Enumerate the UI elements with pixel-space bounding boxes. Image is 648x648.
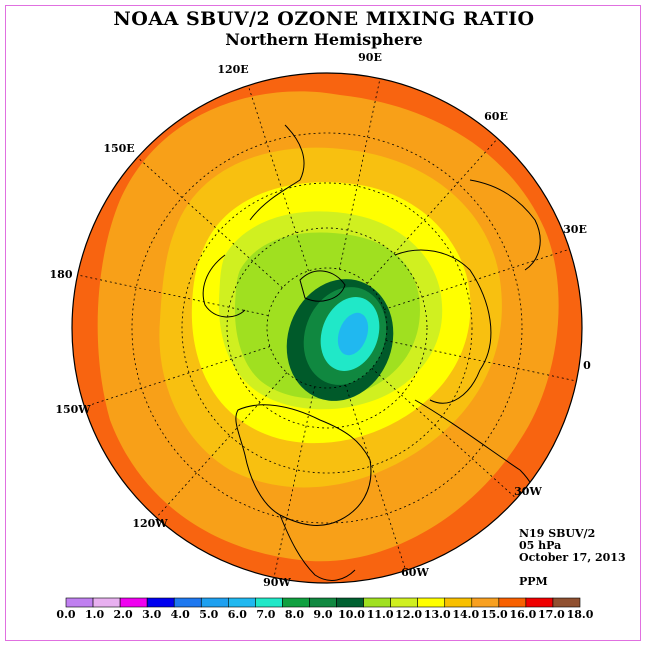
colorbar-swatch [119, 597, 148, 608]
colorbar-swatch [471, 597, 500, 608]
lon-label-180: 180 [50, 268, 73, 281]
colorbar-tick-label: 18.0 [567, 608, 594, 621]
colorbar-swatch [444, 597, 473, 608]
info-date: October 17, 2013 [519, 551, 626, 564]
colorbar-swatch [363, 597, 391, 608]
lon-label-30w: 30W [514, 485, 542, 498]
map-title: NOAA SBUV/2 OZONE MIXING RATIO [113, 8, 535, 30]
lon-label-60w: 60W [401, 566, 429, 579]
lon-label-120w: 120W [132, 517, 168, 530]
colorbar-swatch [228, 597, 256, 608]
colorbar-tick-label: 7.0 [256, 608, 275, 621]
colorbar-swatch [336, 597, 364, 608]
colorbar-swatch [282, 597, 310, 608]
colorbar-swatch [390, 597, 418, 608]
colorbar-tick-label: 8.0 [285, 608, 304, 621]
lon-label-0: 0 [583, 359, 591, 372]
info-units: PPM [519, 575, 548, 588]
colorbar-tick-label: 1.0 [85, 608, 104, 621]
colorbar-swatch [417, 597, 446, 608]
colorbar-tick-label: 2.0 [114, 608, 133, 621]
lon-label-90w: 90W [263, 576, 291, 589]
colorbar-tick-label: 13.0 [424, 608, 451, 621]
longitude-labels: 90E 60E 30E 0 30W 60W 90W 120W 150W 180 … [50, 51, 592, 589]
colorbar-swatch [552, 597, 581, 608]
lon-label-150w: 150W [55, 403, 91, 416]
colorbar-swatch [146, 597, 175, 608]
lon-label-30e: 30E [563, 223, 587, 236]
colorbar-swatch [309, 597, 337, 608]
colorbar-tick-label: 11.0 [367, 608, 394, 621]
colorbar-tick-label: 5.0 [199, 608, 218, 621]
colorbar-swatch [525, 597, 554, 608]
colorbar-swatch [255, 597, 283, 608]
ozone-contour-fills [72, 73, 582, 583]
lon-label-60e: 60E [484, 110, 508, 123]
colorbar-swatch [200, 597, 229, 608]
colorbar-tick-label: 15.0 [481, 608, 508, 621]
info-level: 05 hPa [519, 539, 562, 552]
colorbar-tick-label: 3.0 [142, 608, 161, 621]
colorbar-tick-label: 9.0 [313, 608, 332, 621]
graticule [131, 132, 523, 524]
contour-7 [337, 312, 369, 356]
colorbar-tick-label: 4.0 [171, 608, 190, 621]
colorbar-tick-label: 17.0 [538, 608, 565, 621]
colorbar-swatch [498, 597, 527, 608]
colorbar-swatch [65, 597, 94, 608]
colorbar-swatch [173, 597, 202, 608]
info-satellite: N19 SBUV/2 [519, 527, 596, 540]
map-boundary [71, 72, 583, 584]
lon-label-150e: 150E [103, 142, 134, 155]
colorbar-tick-label: 14.0 [452, 608, 479, 621]
colorbar-tick-label: 6.0 [228, 608, 247, 621]
map-subtitle: Northern Hemisphere [225, 30, 423, 49]
colorbar: 0.0 1.0 2.0 3.0 4.0 5.0 6.0 7.0 8.0 9.0 10.0 11.0 12… [56, 597, 594, 621]
colorbar-tick-label: 12.0 [395, 608, 422, 621]
colorbar-tick-label: 0.0 [56, 608, 75, 621]
figure-frame [5, 5, 641, 641]
lon-label-120e: 120E [217, 63, 248, 76]
colorbar-swatch [92, 597, 121, 608]
colorbar-tick-label: 16.0 [509, 608, 536, 621]
colorbar-tick-label: 10.0 [338, 608, 365, 621]
lon-label-90e: 90E [358, 51, 382, 64]
